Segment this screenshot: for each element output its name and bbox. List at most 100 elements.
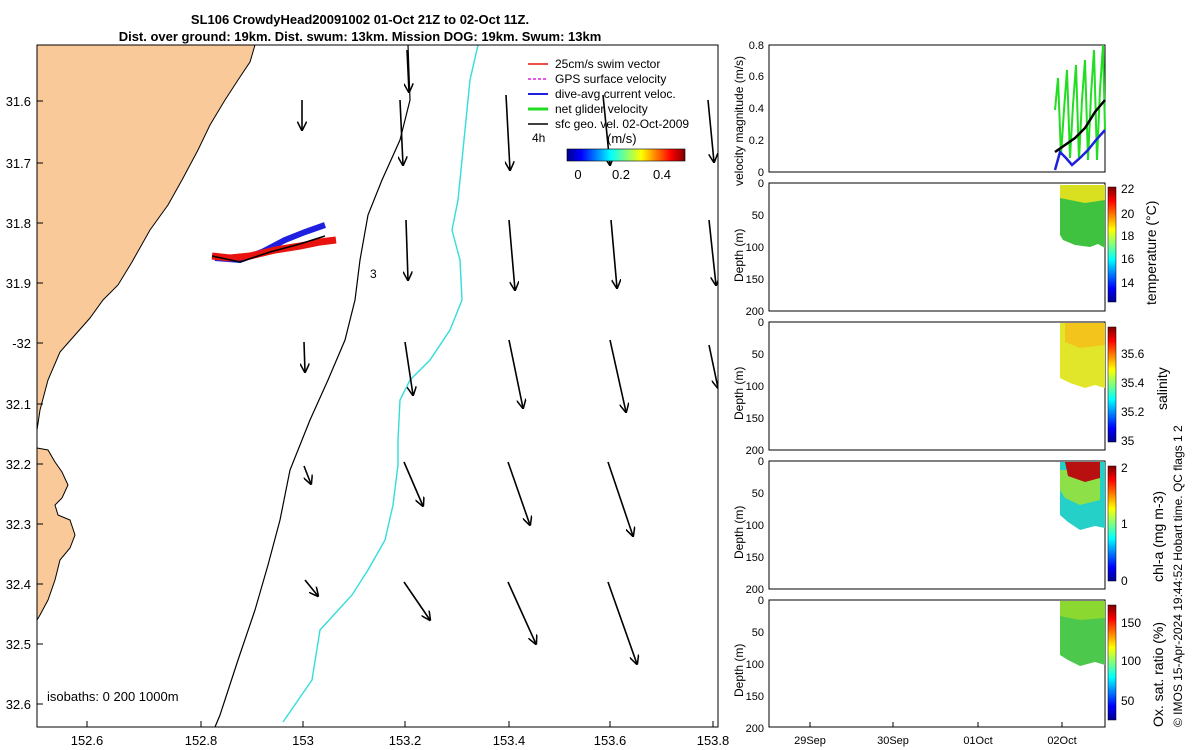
depth-tick: 100 [746,659,764,671]
colorbar-tick: 100 [1121,654,1141,668]
lon-tick-label: 152.8 [185,733,218,748]
depth-tick: 200 [746,723,764,735]
colorbar-tick: 14 [1121,276,1135,290]
plot-title-line-1: SL106 CrowdyHead20091002 01-Oct 21Z to 0… [190,12,530,27]
isobath-legend: isobaths: 0 200 1000m [47,689,179,704]
oxygen-panel [768,599,1117,728]
time-tick: 02Oct [1047,735,1076,747]
plot-title-line-2: Dist. over ground: 19km. Dist. swum: 13k… [118,29,602,44]
colorbar-tick: 1 [1121,517,1128,531]
net-glider-velocity-series [1054,44,1106,161]
depth-tick: 0 [758,595,764,607]
lat-tick-label: 31.9 [6,276,31,291]
lon-tick-label: 152.6 [71,733,104,748]
colorbar-unit: (m/s) [607,131,637,146]
colorbar-tick: 35.6 [1121,347,1145,361]
oxygen-colorbar-label: Ox. sat. ratio (%) [1150,621,1166,727]
lat-tick-label: 32.5 [6,637,31,652]
depth-tick: 50 [752,349,764,361]
map-lat-ticks: 31.6 31.7 31.8 31.9 -32 32.1 32.2 32.3 32.4 32.5 3… [6,94,43,712]
legend-label-dive-avg: dive-avg current veloc. [555,87,676,101]
lon-tick-label: 153 [292,733,314,748]
velocity-tick: 0 [758,167,764,179]
velocity-panel [768,44,1106,173]
depth-tick: 50 [752,627,764,639]
lat-tick-label: 31.8 [6,216,31,231]
depth-tick: 150 [746,413,764,425]
depth-tick: 0 [758,178,764,190]
colorbar-tick: 0 [1121,574,1128,588]
lat-tick-label: 32.1 [6,397,31,412]
depth-tick: 200 [746,306,764,318]
oxygen-ylabel: Depth (m) [732,643,746,697]
salinity-colorbar-label: salinity [1154,367,1170,410]
contour-label: 3 [370,267,377,281]
legend-label-net-glider: net glider velocity [555,102,648,116]
colorbar-tick-1: 0.2 [612,167,630,182]
lon-tick-label: 153.2 [389,733,422,748]
coastline-land-south [37,447,76,621]
depth-tick: 50 [752,488,764,500]
lon-tick-label: 153.4 [493,733,526,748]
lat-tick-label: 32.3 [6,517,31,532]
depth-tick: 150 [746,552,764,564]
colorbar-tick: 35 [1121,434,1135,448]
time-tick: 29Sep [794,735,826,747]
coastline-land [37,45,256,431]
depth-tick: 0 [758,456,764,468]
colorbar-tick-0: 0 [574,167,581,182]
temperature-ylabel: Depth (m) [732,228,746,282]
colorbar-tick: 20 [1121,207,1135,221]
panel-ticks: 0.80.60.40.20050100150200050100150200050… [746,40,1145,747]
dive-avg-velocity-series [1053,129,1106,171]
salinity-panel [768,321,1117,451]
temperature-colorbar-label: temperature (°C) [1143,200,1159,305]
depth-tick: 50 [752,210,764,222]
chla-panel [768,460,1117,590]
map-legend: 25cm/s swim vector GPS surface velocity … [528,57,689,182]
time-tick: 01Oct [963,735,992,747]
legend-label-swim: 25cm/s swim vector [555,57,660,71]
depth-tick: 100 [746,520,764,532]
velocity-tick: 0.6 [749,71,764,83]
net-glider-track [211,235,326,263]
colorbar-tick-2: 0.4 [653,167,671,182]
lat-tick-label: 32.4 [6,577,31,592]
depth-tick: 0 [758,317,764,329]
colorbar-tick: 50 [1121,694,1135,708]
depth-tick: 150 [746,274,764,286]
depth-tick: 100 [746,242,764,254]
velocity-tick: 0.2 [749,135,764,147]
velocity-tick: 0.4 [749,103,764,115]
depth-tick: 150 [746,691,764,703]
velocity-tick: 0.8 [749,40,764,52]
time-tick: 30Sep [877,735,909,747]
lat-tick-label: 31.6 [6,94,31,109]
colorbar-tick: 150 [1121,616,1141,630]
speed-colorbar [566,148,686,162]
map-panel: 3 [37,45,718,727]
temperature-panel [768,182,1117,312]
surface-velocity-series [1054,99,1106,154]
map-lon-ticks: 152.6 152.8 153 153.2 153.4 153.6 153.8 [71,721,730,748]
lat-tick-label: -32 [12,336,31,351]
chla-ylabel: Depth (m) [732,505,746,559]
lat-tick-label: 32.6 [6,697,31,712]
lon-tick-label: 153.8 [697,733,730,748]
time-label: 4h [532,131,545,145]
lat-tick-label: 32.2 [6,457,31,472]
current-vector-field [302,49,718,664]
lat-tick-label: 31.7 [6,156,31,171]
colorbar-tick: 22 [1121,182,1135,196]
chla-colorbar-label: chl-a (mg m-3) [1150,490,1166,582]
colorbar-tick: 2 [1121,461,1128,475]
colorbar-tick: 18 [1121,229,1135,243]
depth-tick: 200 [746,445,764,457]
legend-label-sfc-geo: sfc geo. vel. 02-Oct-2009 [555,117,689,131]
depth-tick: 100 [746,381,764,393]
map-frame [36,44,719,728]
imos-credit: © IMOS 15-Apr-2024 19:44:52 Hobart time.… [1171,425,1185,727]
lon-tick-label: 153.6 [594,733,627,748]
colorbar-tick: 16 [1121,252,1135,266]
